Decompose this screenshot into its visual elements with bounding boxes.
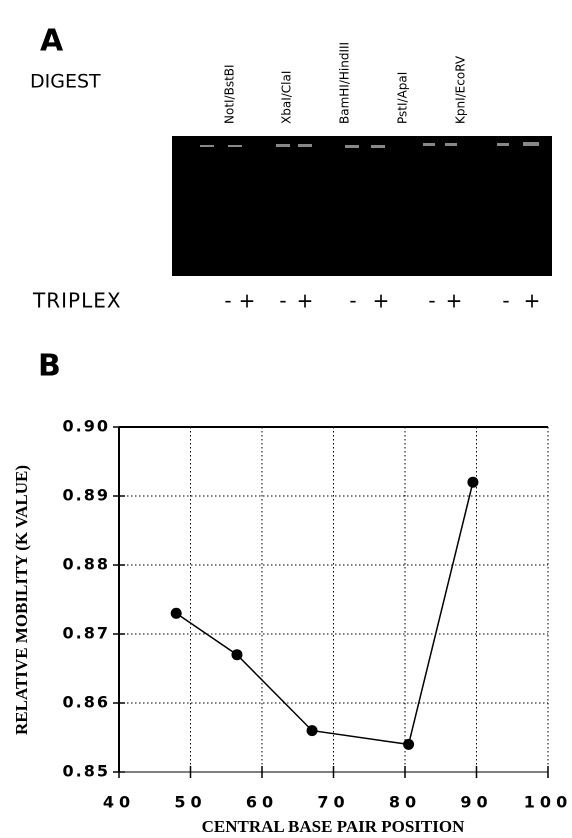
data-point (467, 477, 478, 488)
y-tick-label: 0.89 (63, 486, 110, 505)
y-tick-label: 0.86 (63, 693, 110, 712)
data-point (231, 649, 242, 660)
triplex-sign: + (524, 289, 541, 313)
x-tick-label: 100 (524, 793, 572, 812)
triplex-sign: + (239, 289, 256, 313)
triplex-sign: - (224, 289, 231, 313)
panel-label: A (40, 24, 64, 59)
y-tick-label: 0.90 (63, 417, 110, 436)
gel-image (172, 136, 552, 276)
y-tick-label: 0.88 (63, 555, 110, 574)
triplex-sign: + (297, 289, 314, 313)
data-point (171, 608, 182, 619)
y-tick-label: 0.85 (63, 762, 110, 781)
y-tick-label: 0.87 (63, 624, 110, 643)
lane-label: PstI/ApaI (396, 72, 410, 124)
x-tick-label: 90 (460, 793, 492, 812)
data-point (403, 739, 414, 750)
triplex-sign: - (428, 289, 435, 313)
x-tick-label: 80 (389, 793, 421, 812)
figure: A DIGEST TRIPLEX B RELATIVE MOBILITY (K … (0, 0, 572, 838)
x-tick-label: 70 (317, 793, 349, 812)
lane-label: KpnI/EcoRV (454, 55, 468, 124)
digest-label: DIGEST (30, 71, 101, 93)
triplex-sign: + (446, 289, 463, 313)
triplex-sign: - (279, 289, 286, 313)
data-point (307, 725, 318, 736)
x-tick-label: 40 (103, 793, 135, 812)
lane-label: XbaI/ClaI (280, 71, 294, 124)
triplex-sign: - (502, 289, 509, 313)
data-line (176, 482, 473, 744)
x-tick-label: 60 (246, 793, 278, 812)
y-axis-label: RELATIVE MOBILITY (K VALUE) (12, 465, 31, 735)
triplex-sign: + (373, 289, 390, 313)
x-axis-label: CENTRAL BASE PAIR POSITION (202, 817, 465, 836)
triplex-label: TRIPLEX (32, 289, 122, 313)
x-tick-label: 50 (174, 793, 206, 812)
triplex-sign: - (349, 289, 356, 313)
lane-label: NotI/BstBI (223, 64, 237, 124)
panel-label: B (38, 349, 61, 384)
lane-label: BamHI/HindIII (338, 42, 352, 124)
